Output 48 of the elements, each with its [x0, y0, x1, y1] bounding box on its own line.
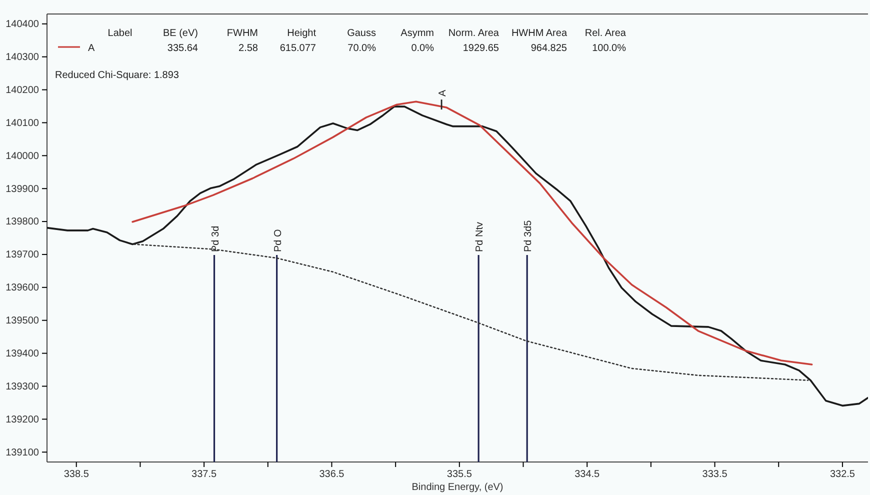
- annotation: 2.58: [238, 43, 258, 54]
- annotation: Rel. Area: [584, 28, 626, 39]
- annotation: A: [438, 90, 449, 97]
- line-series: [132, 100, 813, 366]
- annotation: 1929.65: [462, 43, 500, 54]
- x-axis-title: Binding Energy, (eV): [412, 482, 504, 493]
- annotation: 335.64: [167, 43, 198, 54]
- annotation: Gauss: [347, 28, 376, 39]
- y-tick-label: 140300: [6, 52, 40, 64]
- ref-line-label: Pd 3d: [210, 226, 222, 252]
- y-tick-label: 139700: [6, 250, 40, 261]
- x-tick-label: 334.5: [574, 469, 600, 480]
- ref-line-label: Pd O: [272, 228, 284, 252]
- x-tick-label: 338.5: [64, 469, 90, 480]
- y-tick-label: 139600: [6, 282, 40, 294]
- annotation: 70.0%: [348, 43, 376, 54]
- y-tick-label: 140100: [6, 118, 40, 129]
- y-tick-label: 139100: [6, 447, 40, 458]
- ref-line-label: Pd 3d5: [523, 220, 534, 252]
- y-tick-label: 139400: [6, 348, 40, 360]
- y-tick-label: 139300: [6, 381, 40, 392]
- y-tick-label: 140400: [6, 19, 40, 30]
- x-tick-label: 336.5: [319, 469, 345, 480]
- y-tick-label: 139200: [6, 414, 40, 426]
- ref-line-label: Pd Ntv: [474, 222, 486, 252]
- x-tick-label: 335.5: [446, 469, 472, 480]
- annotation: Reduced Chi-Square: 1.893: [55, 70, 180, 81]
- y-tick-label: 139900: [6, 184, 40, 195]
- annotation: FWHM: [226, 28, 258, 39]
- y-tick-label: 140000: [6, 150, 40, 162]
- y-tick-label: 140200: [6, 84, 40, 96]
- annotation: 964.825: [530, 43, 568, 54]
- y-tick-label: 139500: [6, 316, 40, 327]
- y-tick-label: 139800: [6, 216, 40, 228]
- annotation: 615.077: [280, 43, 316, 54]
- x-tick-label: 333.5: [702, 469, 728, 480]
- annotation: 0.0%: [411, 43, 434, 54]
- line-series: [47, 106, 868, 407]
- annotation: BE (eV): [162, 28, 198, 39]
- annotation: Asymm: [400, 28, 434, 39]
- x-tick-label: 332.5: [830, 469, 856, 480]
- x-tick-label: 337.5: [192, 469, 217, 480]
- annotation: HWHM Area: [511, 28, 568, 39]
- annotation: Height: [287, 28, 316, 39]
- legend-label: A: [88, 43, 95, 54]
- annotation: Label: [108, 28, 132, 39]
- annotation: 100.0%: [592, 43, 626, 54]
- annotation: Norm. Area: [448, 28, 500, 39]
